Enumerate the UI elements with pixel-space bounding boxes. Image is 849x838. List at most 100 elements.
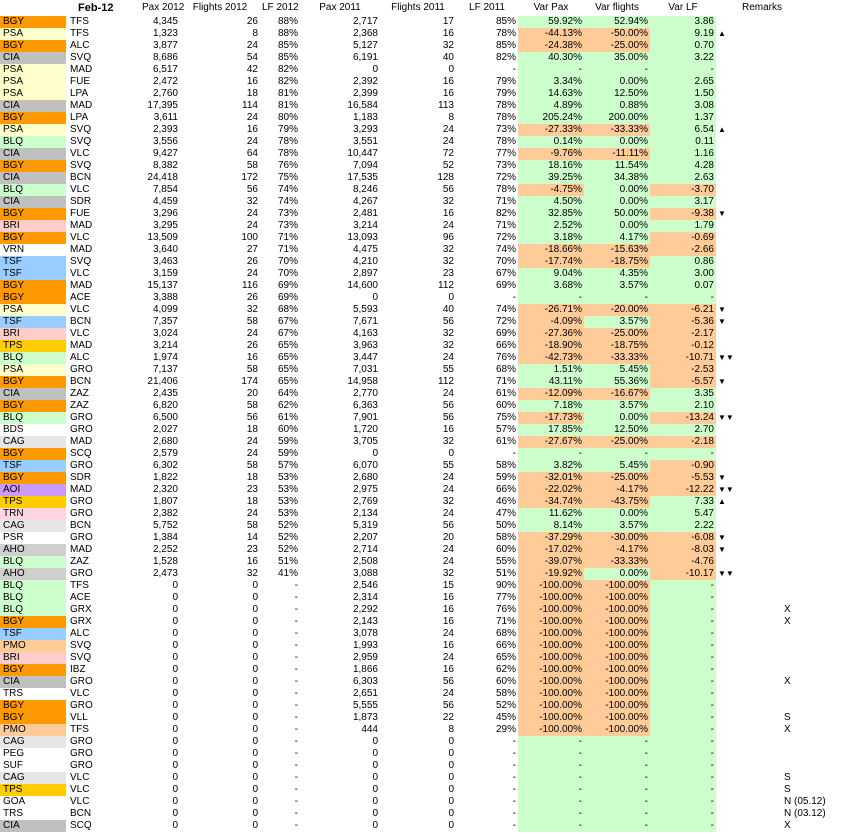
trend-cell — [716, 52, 740, 64]
value-cell: 3,556 — [152, 136, 178, 147]
value-cell: 24 — [246, 220, 258, 231]
destination-cell: MAD — [70, 100, 93, 111]
value-cell: - — [650, 448, 716, 460]
value-cell: 0 — [372, 760, 378, 771]
trend-cell — [716, 112, 740, 124]
value-cell: 6,070 — [352, 460, 378, 471]
value-cell: 100 — [241, 232, 258, 243]
origin-cell: PSA — [0, 304, 66, 316]
value-cell: 82% — [277, 64, 298, 75]
value-cell: 3,388 — [152, 292, 178, 303]
value-cell: 2,207 — [352, 532, 378, 543]
value-cell: 0 — [252, 580, 258, 591]
value-cell: 7,031 — [352, 364, 378, 375]
value-cell: 72% — [495, 232, 516, 243]
value-cell: 32 — [246, 196, 258, 207]
table-row: BRI MAD 3,295 24 73% 3,214 24 71% 2.52% 0.00% 1.79 — [0, 220, 849, 232]
value-cell: -25.00% — [584, 472, 650, 484]
value-cell: 6,517 — [152, 64, 178, 75]
value-cell: 73% — [277, 220, 298, 231]
remark-cell — [740, 76, 849, 88]
table-row: TRS VLC 0 0-2,651 24 58% -100.00% -100.00% - — [0, 688, 849, 700]
value-cell: -2.66 — [650, 244, 716, 256]
value-cell: 205.24% — [518, 112, 584, 124]
value-cell: 172 — [241, 172, 258, 183]
value-cell: 0 — [252, 772, 258, 783]
value-cell: 7,901 — [352, 412, 378, 423]
value-cell: 3,159 — [152, 268, 178, 279]
value-cell: 2,680 — [152, 436, 178, 447]
value-cell: -50.00% — [584, 28, 650, 40]
trend-cell: ▼▼ — [718, 485, 734, 494]
value-cell: 75% — [277, 172, 298, 183]
value-cell: 24 — [442, 472, 454, 483]
remark-cell — [740, 640, 849, 652]
value-cell: 20 — [246, 388, 258, 399]
table-row: BLQ SVQ 3,556 24 78% 3,551 24 78% 0.14% 0.00% 0.11 — [0, 136, 849, 148]
destination-cell: BCN — [70, 520, 92, 531]
value-cell: 16 — [442, 88, 454, 99]
value-cell: 85% — [277, 52, 298, 63]
value-cell: 53% — [277, 484, 298, 495]
origin-cell: TPS — [0, 496, 66, 508]
value-cell: 58 — [246, 520, 258, 531]
value-cell: 23 — [442, 268, 454, 279]
origin-cell: AHO — [0, 568, 66, 580]
value-cell: 32 — [246, 304, 258, 315]
value-cell: - — [518, 748, 584, 760]
origin-cell: BLQ — [0, 184, 66, 196]
value-cell: 0 — [172, 724, 178, 735]
value-cell: 0 — [252, 700, 258, 711]
trend-cell — [716, 604, 740, 616]
origin-cell: BGY — [0, 472, 66, 484]
value-cell: 0 — [172, 628, 178, 639]
value-cell: -4.17% — [584, 544, 650, 556]
value-cell: -43.75% — [584, 496, 650, 508]
value-cell: -100.00% — [584, 628, 650, 640]
value-cell: 2,481 — [352, 208, 378, 219]
value-cell: - — [294, 748, 298, 759]
value-cell: 56 — [442, 184, 454, 195]
remark-cell — [740, 172, 849, 184]
remark-cell — [740, 196, 849, 208]
value-cell: -18.75% — [584, 340, 650, 352]
value-cell: 41% — [277, 568, 298, 579]
value-cell: 8,382 — [152, 160, 178, 171]
value-cell: 24 — [246, 40, 258, 51]
value-cell: 22 — [442, 712, 454, 723]
destination-cell: ALC — [70, 352, 90, 363]
remark-cell — [740, 64, 849, 76]
value-cell: 59% — [277, 448, 298, 459]
value-cell: - — [650, 724, 716, 736]
value-cell: 32 — [442, 328, 454, 339]
value-cell: 75% — [495, 412, 516, 423]
value-cell: 66% — [495, 340, 516, 351]
value-cell: 0 — [172, 688, 178, 699]
value-cell: 2,382 — [152, 508, 178, 519]
value-cell: 8,246 — [352, 184, 378, 195]
value-cell: 0 — [448, 784, 454, 795]
value-cell: 174 — [241, 376, 258, 387]
value-cell: -33.33% — [584, 124, 650, 136]
table-row: CIA VLC 9,427 64 78% 10,447 72 77% -9.76% -11.11%… — [0, 148, 849, 160]
value-cell: -27.33% — [518, 124, 584, 136]
value-cell: -100.00% — [584, 580, 650, 592]
value-cell: - — [584, 736, 650, 748]
value-cell: 0 — [448, 820, 454, 831]
value-cell: 54 — [246, 52, 258, 63]
destination-cell: TFS — [70, 724, 89, 735]
value-cell: 2,472 — [152, 76, 178, 87]
value-cell: - — [294, 628, 298, 639]
remark-cell — [740, 112, 849, 124]
destination-cell: BCN — [70, 316, 92, 327]
destination-cell: GRO — [70, 700, 93, 711]
origin-cell: CIA — [0, 676, 66, 688]
value-cell: 3,214 — [152, 340, 178, 351]
value-cell: - — [650, 580, 716, 592]
value-cell: 64 — [246, 148, 258, 159]
value-cell: 7,357 — [152, 316, 178, 327]
value-cell: -100.00% — [518, 580, 584, 592]
value-cell: - — [294, 808, 298, 819]
column-header: Var Pax — [533, 2, 569, 13]
value-cell: -26.71% — [518, 304, 584, 316]
